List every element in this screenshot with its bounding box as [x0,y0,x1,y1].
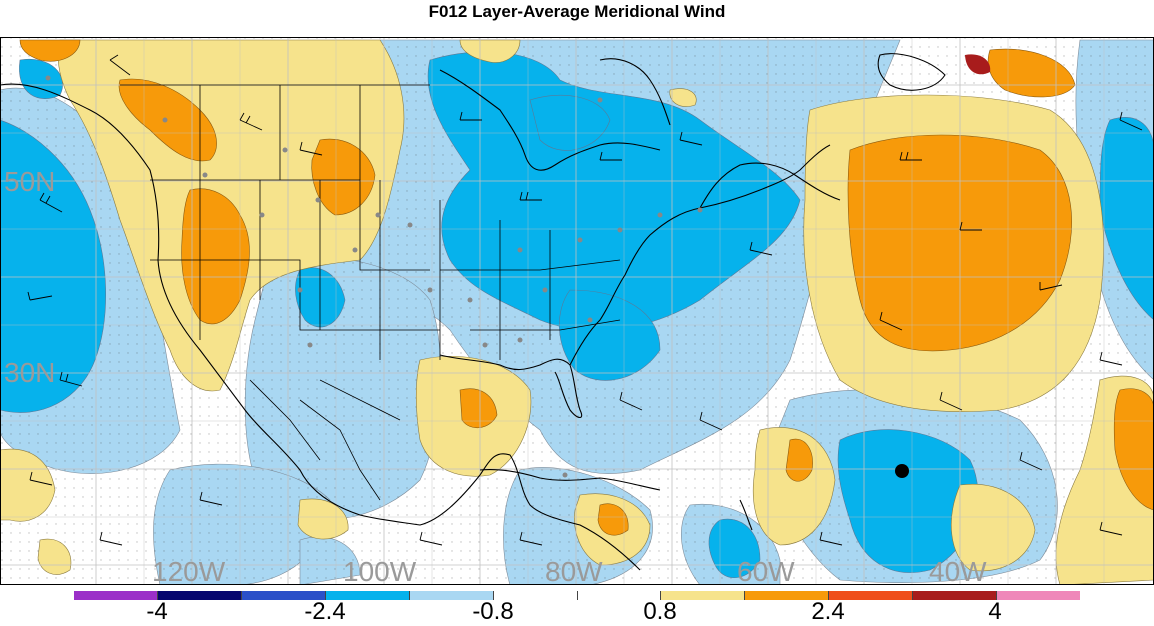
coastlines [0,53,946,571]
colorbar-tick-label: 0.8 [643,598,677,625]
red-contour [965,54,991,75]
storm-center-icon [895,464,909,478]
lat-lon-grid [0,37,1154,585]
station-dot-icon [597,97,603,103]
station-dot-icon [375,212,381,218]
lon-label-40w: 40W [929,556,987,587]
colorbar-segment [997,591,1081,600]
station-dot-icon [577,237,583,243]
state-borders [120,84,621,501]
station-dot-icon [482,342,488,348]
wind-barb-icon [59,371,83,387]
colorbar-segment [913,591,998,600]
colorbar-tick-label: -2.4 [304,598,346,625]
wind-barb-icon [419,531,443,546]
station-dot-icon [517,247,523,253]
wind-barbs [27,54,1143,546]
wind-barb-icon [1099,351,1123,366]
station-dot-icon [352,247,358,253]
lon-label-100w: 100W [343,556,417,587]
colorbar-segment [241,591,326,600]
lat-label-30n: 30N [4,357,56,388]
wind-barb-icon [879,311,903,331]
colorbar-tick-label: 2.4 [811,598,845,625]
wind-barb-icon [749,241,773,256]
colorbar-segment [829,591,914,600]
colorbar-tick-label: -0.8 [472,598,514,625]
wind-barb-icon [199,491,223,506]
station-dot-icon [282,147,288,153]
station-dots [45,75,703,478]
colorbar-segment [325,591,410,600]
wind-barb-icon [29,471,53,486]
wind-barb-icon [959,221,982,231]
wind-barb-icon [679,131,703,146]
station-dot-icon [562,472,568,478]
station-dot-icon [467,297,473,303]
station-dot-icon [297,287,303,293]
colorbar-segment [157,591,242,600]
wind-barb-icon [299,141,323,156]
wind-barb-icon [1099,521,1123,536]
colorbar [74,591,1081,600]
colorbar-segment [661,591,746,600]
wind-barb-icon [109,54,131,76]
wind-barb-icon [1039,282,1063,291]
wind-barb-icon [99,531,123,546]
wind-barb-icon [519,531,543,546]
colorbar-tick-label: 4 [988,598,1002,625]
wind-barb-icon [239,112,263,131]
wind-barb-icon [459,111,482,121]
colorbar-segment [74,591,158,600]
colorbar-segment [577,591,662,600]
wind-barb-icon [939,391,963,411]
station-dot-icon [202,172,208,178]
wind-barb-icon [899,151,922,161]
station-dot-icon [517,337,523,343]
lon-label-80w: 80W [545,556,603,587]
colorbar-segment [409,591,494,600]
wind-barb-icon [619,391,643,411]
station-dot-icon [617,227,623,233]
map-title: F012 Layer-Average Meridional Wind [428,2,726,21]
lon-label-120w: 120W [152,556,226,587]
wind-barb-icon [699,411,723,431]
station-dot-icon [542,287,548,293]
station-dot-icon [407,222,413,228]
wind-barb-icon [39,192,63,213]
wind-barb-icon [599,151,622,161]
station-dot-icon [315,197,321,203]
wind-barb-icon [27,291,53,301]
colorbar-tick-label: -4 [146,598,168,625]
station-dot-icon [657,212,663,218]
wind-barb-icon [1119,111,1143,131]
station-dot-icon [45,75,51,81]
wind-barb-icon [519,191,542,201]
wind-barb-icon [819,531,843,546]
station-dot-icon [307,342,313,348]
station-dot-icon [162,117,168,123]
station-dot-icon [427,287,433,293]
colorbar-segment [493,591,578,600]
wind-barb-icon [1019,451,1043,471]
lat-label-50n: 50N [4,166,56,197]
colorbar-segment [745,591,830,600]
station-dot-icon [587,317,593,323]
station-dot-icon [697,207,703,213]
blue-contours [0,51,1154,579]
lon-label-60w: 60W [737,556,795,587]
station-dot-icon [259,212,265,218]
